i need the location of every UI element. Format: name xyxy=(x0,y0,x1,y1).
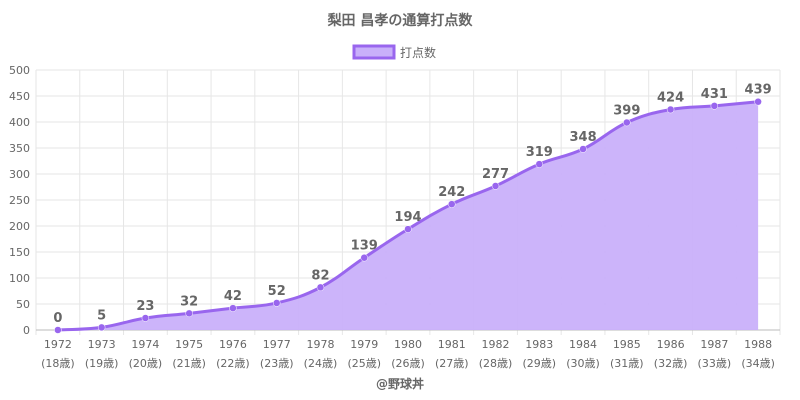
x-tick-age-label: (28歳) xyxy=(479,357,513,370)
y-tick-label: 200 xyxy=(9,220,30,233)
x-tick-age-label: (32歳) xyxy=(654,357,688,370)
y-tick-label: 0 xyxy=(23,324,30,337)
data-label: 348 xyxy=(569,130,596,145)
x-tick-label: 1988 xyxy=(744,338,772,351)
y-tick-label: 100 xyxy=(9,272,30,285)
data-label: 319 xyxy=(526,145,553,160)
x-tick-label: 1975 xyxy=(175,338,203,351)
y-tick-label: 450 xyxy=(9,90,30,103)
data-labels: 0 5 23 32 42 52 82 139 194 242 277 319 348 399 424 431 4… xyxy=(53,83,771,326)
y-tick-label: 300 xyxy=(9,168,30,181)
x-tick-label: 1984 xyxy=(569,338,597,351)
data-label: 194 xyxy=(394,210,421,225)
data-label: 0 xyxy=(53,311,62,326)
data-point xyxy=(710,102,719,110)
y-axis-ticks: 0 50 100 150 200 250 300 350 400 450 500 xyxy=(9,64,30,337)
x-tick-label: 1979 xyxy=(350,338,378,351)
x-tick-age-label: (22歳) xyxy=(216,357,250,370)
data-point xyxy=(623,118,631,127)
y-tick-label: 500 xyxy=(9,64,30,77)
x-tick-age-label: (26歳) xyxy=(391,357,425,370)
data-point xyxy=(448,200,456,208)
y-tick-label: 150 xyxy=(9,246,30,259)
data-label: 32 xyxy=(180,294,198,309)
data-label: 242 xyxy=(438,185,465,200)
x-tick-age-label: (31歳) xyxy=(610,357,644,370)
data-label: 277 xyxy=(482,167,509,182)
data-label: 424 xyxy=(657,91,684,106)
x-tick-label: 1974 xyxy=(131,338,159,351)
x-tick-label: 1972 xyxy=(44,338,72,351)
data-point xyxy=(754,97,762,106)
data-point xyxy=(579,145,587,153)
legend[interactable]: 打点数 xyxy=(352,44,436,60)
data-label: 23 xyxy=(136,299,154,314)
x-tick-age-label: (19歳) xyxy=(85,357,119,370)
y-tick-label: 250 xyxy=(9,194,30,207)
data-point xyxy=(141,314,150,322)
y-tick-label: 350 xyxy=(9,142,30,155)
data-points xyxy=(54,97,762,334)
data-label: 399 xyxy=(613,104,640,119)
x-tick-label: 1978 xyxy=(306,338,334,351)
x-tick-label: 1985 xyxy=(613,338,641,351)
x-tick-age-label: (21歳) xyxy=(172,357,206,370)
data-point xyxy=(666,105,675,114)
data-label: 52 xyxy=(268,284,286,299)
x-tick-age-label: (30歳) xyxy=(566,357,600,370)
legend-label: 打点数 xyxy=(400,45,436,60)
x-tick-label: 1982 xyxy=(482,338,510,351)
chart-title: 梨田 昌孝の通算打点数 xyxy=(327,12,474,29)
footer-credit: @野球丼 xyxy=(376,376,424,391)
data-label: 431 xyxy=(701,87,728,102)
x-tick-label: 1977 xyxy=(263,338,291,351)
data-point xyxy=(404,225,412,233)
x-tick-label: 1980 xyxy=(394,338,422,351)
x-tick-label: 1976 xyxy=(219,338,247,351)
x-tick-age-label: (18歳) xyxy=(41,357,75,370)
data-point xyxy=(185,309,193,318)
data-point xyxy=(360,253,368,262)
data-label: 439 xyxy=(745,83,772,98)
series-area xyxy=(57,101,759,330)
data-label: 5 xyxy=(97,308,106,323)
x-tick-label: 1986 xyxy=(657,338,685,351)
data-label: 139 xyxy=(351,239,378,254)
y-tick-label: 400 xyxy=(9,116,30,129)
x-tick-age-label: (20歳) xyxy=(129,357,163,370)
data-label: 42 xyxy=(224,289,242,304)
x-tick-label: 1981 xyxy=(438,338,466,351)
x-tick-label: 1987 xyxy=(700,338,728,351)
x-tick-label: 1973 xyxy=(88,338,116,351)
x-axis-ticks: 1972 (18歳) 1973 (19歳) 1974 (20歳) 1975 (21歳) 1976… xyxy=(41,338,775,370)
x-tick-age-label: (27歳) xyxy=(435,357,469,370)
data-label: 82 xyxy=(311,268,329,283)
x-tick-age-label: (23歳) xyxy=(260,357,294,370)
data-point xyxy=(229,304,237,312)
data-point xyxy=(316,283,325,292)
data-point xyxy=(97,323,106,332)
y-tick-label: 50 xyxy=(16,298,30,311)
legend-swatch xyxy=(352,44,396,60)
data-point xyxy=(272,299,281,307)
data-point xyxy=(535,160,544,168)
x-tick-label: 1983 xyxy=(525,338,553,351)
x-tick-age-label: (34歳) xyxy=(741,357,775,370)
x-tick-age-label: (33歳) xyxy=(698,357,732,370)
x-tick-age-label: (25歳) xyxy=(347,357,381,370)
data-point xyxy=(491,182,500,190)
x-tick-age-label: (29歳) xyxy=(522,357,556,370)
data-point xyxy=(54,326,62,334)
x-tick-age-label: (24歳) xyxy=(304,357,338,370)
